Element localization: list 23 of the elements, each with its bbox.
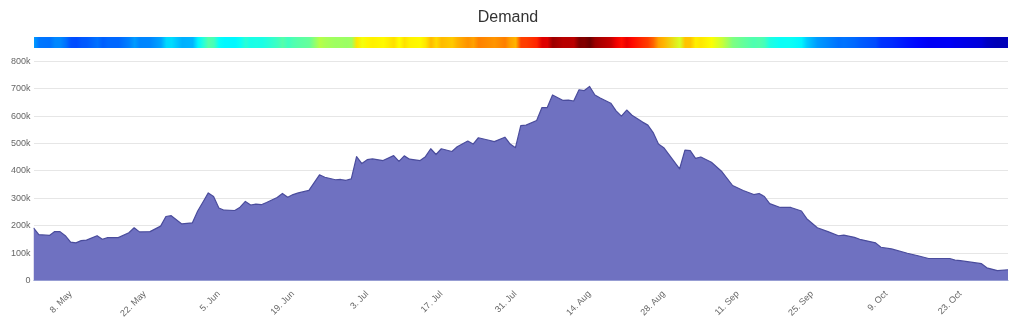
chart-title: Demand <box>477 8 539 26</box>
y-tick-label: 200k <box>10 220 31 231</box>
x-tick-label: 11. Sep <box>712 288 742 318</box>
y-tick-label: 400k <box>10 165 31 176</box>
y-tick-label: 100k <box>10 247 31 258</box>
x-tick-label: 8. May <box>47 288 75 315</box>
y-tick-label: 0 <box>25 275 31 286</box>
x-tick-label: 3. Jul <box>348 288 371 311</box>
x-tick-label: 31. Jul <box>492 288 519 315</box>
x-tick-label: 22. May <box>118 288 149 319</box>
x-tick-label: 28. Aug <box>638 288 667 318</box>
y-tick-label: 700k <box>10 83 31 94</box>
y-tick-label: 300k <box>10 192 31 203</box>
y-tick-label: 600k <box>10 110 31 121</box>
x-tick-label: 14. Aug <box>564 288 593 318</box>
x-tick-label: 5. Jun <box>197 288 223 314</box>
x-tick-label: 19. Jun <box>268 288 297 317</box>
y-tick-label: 800k <box>10 55 31 66</box>
x-tick-label: 23. Oct <box>935 288 964 317</box>
x-tick-label: 17. Jul <box>418 288 445 315</box>
x-tick-label: 25. Sep <box>786 288 816 318</box>
x-tick-label: 9. Oct <box>865 288 890 313</box>
y-tick-label: 500k <box>10 138 31 149</box>
